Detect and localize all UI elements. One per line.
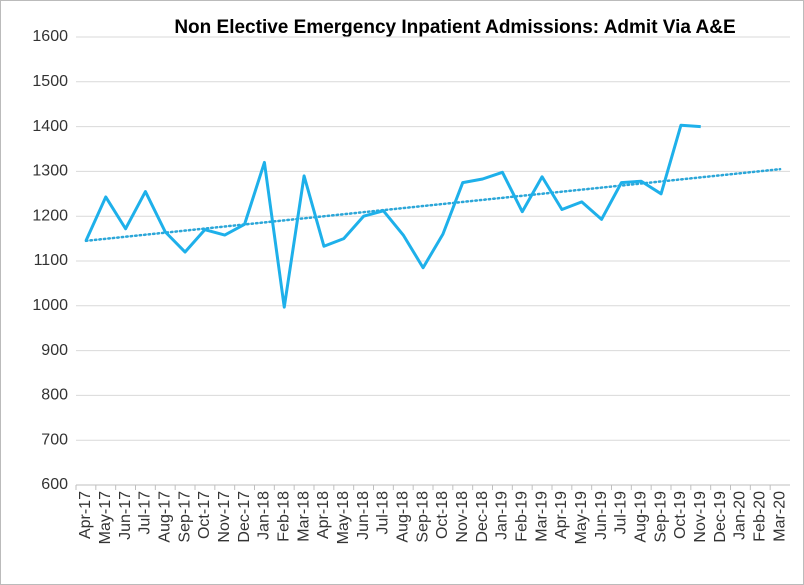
x-tick-label: Dec-18 <box>474 491 491 543</box>
x-tick-label: Jul-19 <box>613 491 630 535</box>
y-tick-label: 1300 <box>32 163 68 180</box>
x-tick-label: Sep-17 <box>176 491 193 543</box>
x-tick-label: Jul-18 <box>375 491 392 535</box>
x-tick-label: Nov-17 <box>216 491 233 543</box>
x-tick-label: Oct-19 <box>672 491 689 539</box>
x-tick-label: Sep-18 <box>414 491 431 543</box>
chart-title: Non Elective Emergency Inpatient Admissi… <box>174 17 735 38</box>
x-tick-label: Jan-20 <box>732 491 749 540</box>
y-tick-label: 1400 <box>32 118 68 135</box>
x-tick-label: Aug-19 <box>632 491 649 543</box>
x-tick-label: Aug-18 <box>394 491 411 543</box>
y-tick-label: 900 <box>41 342 68 359</box>
x-tick-label: May-17 <box>97 491 114 544</box>
y-tick-label: 1500 <box>32 73 68 90</box>
y-tick-label: 1000 <box>32 297 68 314</box>
x-tick-label: Mar-19 <box>533 491 550 542</box>
x-tick-label: Dec-19 <box>712 491 729 543</box>
x-tick-label: Nov-19 <box>692 491 709 543</box>
x-tick-label: Jan-18 <box>256 491 273 540</box>
x-tick-label: Jun-19 <box>593 491 610 540</box>
x-tick-label: Apr-18 <box>315 491 332 539</box>
y-tick-label: 700 <box>41 431 68 448</box>
x-tick-label: Apr-19 <box>553 491 570 539</box>
x-tick-label: Feb-19 <box>513 491 530 542</box>
x-tick-label: Dec-17 <box>236 491 253 543</box>
y-tick-label: 600 <box>41 476 68 493</box>
x-tick-label: Jun-18 <box>355 491 372 540</box>
x-tick-label: Jan-19 <box>494 491 511 540</box>
data-line <box>84 123 701 309</box>
x-tick-label: Jul-17 <box>137 491 154 535</box>
x-tick-label: Mar-18 <box>295 491 312 542</box>
x-tick-label: Oct-17 <box>196 491 213 539</box>
x-tick-label: Sep-19 <box>652 491 669 543</box>
x-tick-label: Aug-17 <box>156 491 173 543</box>
y-tick-label: 800 <box>41 387 68 404</box>
x-tick-label: May-19 <box>573 491 590 544</box>
x-tick-label: Jun-17 <box>117 491 134 540</box>
x-tick-label: Feb-18 <box>275 491 292 542</box>
y-tick-label: 1200 <box>32 207 68 224</box>
x-tick-label: Nov-18 <box>454 491 471 543</box>
x-tick-label: Feb-20 <box>751 491 768 542</box>
y-tick-label: 1600 <box>32 28 68 45</box>
x-tick-label: Oct-18 <box>434 491 451 539</box>
x-tick-label: Mar-20 <box>771 491 788 542</box>
x-tick-label: May-18 <box>335 491 352 544</box>
y-tick-label: 1100 <box>34 252 69 269</box>
x-tick-label: Apr-17 <box>77 491 94 539</box>
